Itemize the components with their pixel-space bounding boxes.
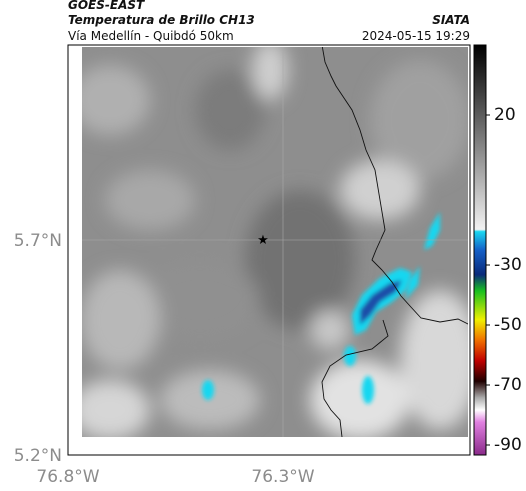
colorbar (473, 44, 487, 456)
lat-tick-label: 5.7°N (14, 231, 62, 251)
location-marker: ★ (257, 233, 269, 248)
lon-tick-label: 76.8°W (36, 467, 99, 487)
colorbar-tick-label: -70 (494, 375, 522, 395)
product-label: Temperatura de Brillo CH13 (68, 13, 255, 27)
colorbar-tick-label: -30 (494, 255, 522, 275)
location-label: Vía Medellín - Quibdó 50km (68, 29, 234, 43)
colorbar-tick-label: -50 (494, 315, 522, 335)
colorbar-tick-label: -90 (494, 435, 522, 455)
colorbar-ticks: 20 -30 -50 -70 -90 (486, 105, 522, 455)
colorbar-tick-label: 20 (494, 105, 516, 125)
source-label: SIATA (432, 13, 470, 27)
cold-cloud-tops (202, 212, 440, 404)
timestamp-label: 2024-05-15 19:29 (362, 29, 470, 43)
lat-tick-label: 5.2°N (14, 446, 62, 466)
map-frame (67, 44, 471, 456)
satellite-label: GOES-EAST (68, 0, 145, 12)
brightness-field: ★ (82, 47, 468, 437)
lon-tick-label: 76.3°W (251, 467, 314, 487)
